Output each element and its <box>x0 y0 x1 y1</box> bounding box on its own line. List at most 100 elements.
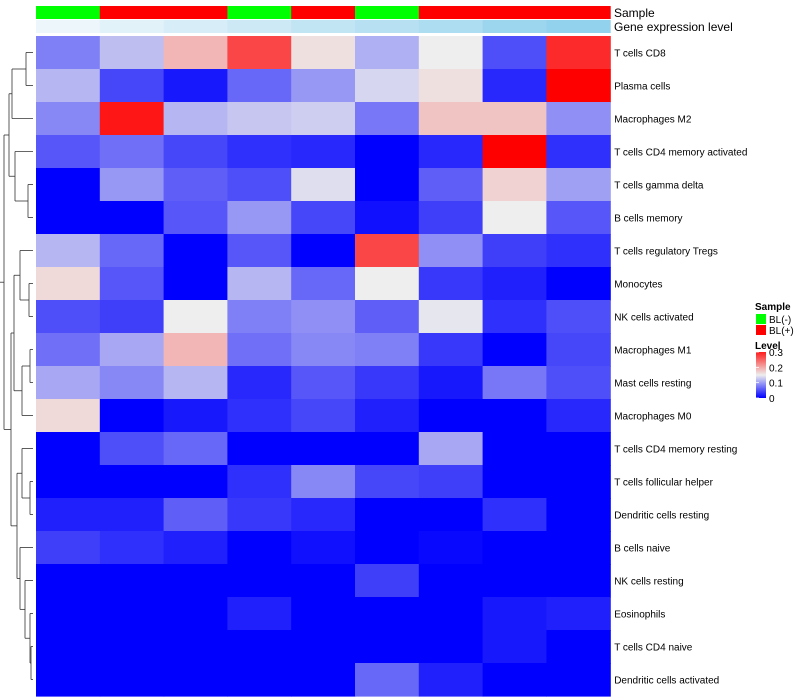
heatmap-cell <box>546 597 611 631</box>
heatmap-cell <box>99 465 165 499</box>
heatmap-cell <box>163 432 228 466</box>
heatmap-cell <box>418 36 484 70</box>
heatmap-cell <box>291 201 356 235</box>
row-label: Dendritic cells activated <box>614 676 719 687</box>
heatmap-cell <box>227 102 292 136</box>
heatmap-cell <box>227 36 292 70</box>
heatmap-cell <box>99 201 165 235</box>
row-labels: T cells CD8 Plasma cells Macrophages M2 T c… <box>614 49 747 687</box>
sample-annotation-cell <box>546 6 611 19</box>
heatmap-cell <box>227 201 292 235</box>
heatmap-cell <box>418 135 484 169</box>
heatmap-cell <box>36 234 101 268</box>
heatmap-cell <box>355 564 420 598</box>
heatmap-cell <box>163 69 228 103</box>
heatmap-cell <box>355 531 420 565</box>
heatmap-cell <box>546 234 611 268</box>
heatmap-cell <box>546 465 611 499</box>
heatmap-cell <box>418 267 484 301</box>
expression-annotation-cell <box>291 20 356 33</box>
row-label: T cells gamma delta <box>614 181 704 192</box>
heatmap-cell <box>546 267 611 301</box>
heatmap-cell <box>546 69 611 103</box>
heatmap-cell <box>546 36 611 70</box>
row-label: T cells CD8 <box>614 49 666 60</box>
expression-annotation-cell <box>163 20 228 33</box>
legend-entry-label: BL(-) <box>769 315 791 326</box>
row-label: B cells naive <box>614 544 671 555</box>
heatmap-cell <box>163 168 228 202</box>
row-label: T cells follicular helper <box>614 478 713 489</box>
legend-tick-label: 0.3 <box>769 348 783 359</box>
heatmap-cell <box>36 663 101 697</box>
heatmap-cell <box>482 333 547 367</box>
heatmap-cell <box>36 399 101 433</box>
sample-annotation-cell <box>355 6 420 19</box>
heatmap-cell <box>418 300 484 334</box>
heatmap-cell <box>36 432 101 466</box>
heatmap-cell <box>227 663 292 697</box>
heatmap-cell <box>482 531 547 565</box>
heatmap-cell <box>36 366 101 400</box>
heatmap-cell <box>546 333 611 367</box>
row-label: Plasma cells <box>614 82 670 93</box>
heatmap-cell <box>163 234 228 268</box>
expression-annotation-cell <box>227 20 292 33</box>
heatmap-cell <box>291 102 356 136</box>
heatmap-cell <box>355 663 420 697</box>
heatmap-cell <box>163 498 228 532</box>
heatmap-cell <box>36 267 101 301</box>
heatmap-cell <box>227 366 292 400</box>
heatmap-cell <box>291 531 356 565</box>
heatmap-cell <box>36 465 101 499</box>
heatmap-cell <box>99 300 165 334</box>
row-label: Macrophages M2 <box>614 115 692 126</box>
heatmap-cell <box>36 69 101 103</box>
heatmap-cell <box>36 630 101 664</box>
heatmap-cell <box>418 564 484 598</box>
heatmap-cell <box>355 267 420 301</box>
heatmap-cell <box>482 465 547 499</box>
heatmap-cell <box>227 234 292 268</box>
row-label: T cells CD4 naive <box>614 643 693 654</box>
heatmap-cell <box>355 36 420 70</box>
heatmap-cell <box>36 597 101 631</box>
heatmap-cell <box>482 498 547 532</box>
heatmap-cell <box>355 399 420 433</box>
heatmap-cell <box>227 300 292 334</box>
legend-sample-entries: BL(-)BL(+) <box>756 314 794 337</box>
heatmap-cell <box>355 234 420 268</box>
row-label: Monocytes <box>614 280 662 291</box>
row-label: Mast cells resting <box>614 379 691 390</box>
heatmap-cell <box>227 564 292 598</box>
heatmap-cell <box>99 267 165 301</box>
heatmap-cell <box>227 465 292 499</box>
heatmap-cell <box>227 168 292 202</box>
heatmap-cell <box>36 201 101 235</box>
heatmap-cell <box>482 135 547 169</box>
heatmap-cell <box>355 597 420 631</box>
heatmap-cell <box>99 399 165 433</box>
heatmap-cell <box>163 36 228 70</box>
row-label: Macrophages M1 <box>614 346 692 357</box>
heatmap-cell <box>418 531 484 565</box>
heatmap-cell <box>418 597 484 631</box>
heatmap-cell <box>227 597 292 631</box>
heatmap-cell <box>291 663 356 697</box>
heatmap-cell <box>355 498 420 532</box>
sample-annotation-cell <box>99 6 165 19</box>
heatmap-cell <box>163 630 228 664</box>
sample-annotation-cell <box>227 6 292 19</box>
heatmap-cell <box>99 498 165 532</box>
heatmap-cell <box>355 102 420 136</box>
heatmap-cell <box>291 168 356 202</box>
heatmap-cell <box>355 465 420 499</box>
expression-annotation-cell <box>418 20 484 33</box>
heatmap-cell <box>355 333 420 367</box>
heatmap-cell <box>546 300 611 334</box>
heatmap-cell <box>291 366 356 400</box>
heatmap-cell <box>418 465 484 499</box>
sample-annotation-cell <box>418 6 484 19</box>
heatmap-cell <box>163 201 228 235</box>
